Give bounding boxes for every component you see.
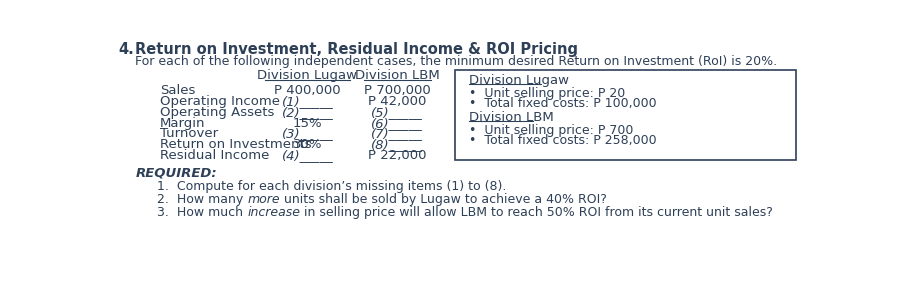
Text: •  Total fixed costs: P 100,000: • Total fixed costs: P 100,000 — [468, 98, 657, 110]
Text: P 400,000: P 400,000 — [274, 84, 341, 97]
Text: (3)_____: (3)_____ — [282, 128, 334, 140]
Text: 3.  How much: 3. How much — [157, 206, 247, 219]
Text: 15%: 15% — [292, 117, 322, 130]
Text: Operating Assets: Operating Assets — [161, 106, 274, 119]
Text: Margin: Margin — [161, 117, 205, 130]
Text: Division Lugaw: Division Lugaw — [468, 74, 569, 87]
Text: (1)_____: (1)_____ — [282, 95, 334, 108]
Text: P 42,000: P 42,000 — [368, 95, 426, 108]
Text: (2)_____: (2)_____ — [282, 106, 334, 119]
Text: Return on Investments: Return on Investments — [161, 138, 312, 151]
Text: 4.: 4. — [118, 42, 134, 57]
Text: Sales: Sales — [161, 84, 196, 97]
Text: more: more — [248, 193, 280, 206]
Text: increase: increase — [247, 206, 300, 219]
Text: 2.  How many: 2. How many — [157, 193, 248, 206]
Text: 30%: 30% — [292, 138, 322, 151]
Text: Return on Investment, Residual Income & ROI Pricing: Return on Investment, Residual Income & … — [135, 42, 579, 57]
Text: (4)_____: (4)_____ — [282, 149, 334, 162]
Text: P 700,000: P 700,000 — [364, 84, 431, 97]
Text: Residual Income: Residual Income — [161, 149, 270, 162]
Text: in selling price will allow LBM to reach 50% ROI from its current unit sales?: in selling price will allow LBM to reach… — [300, 206, 773, 219]
Text: (6)_____: (6)_____ — [371, 117, 423, 130]
Text: units shall be sold by Lugaw to achieve a 40% ROI?: units shall be sold by Lugaw to achieve … — [280, 193, 607, 206]
Text: Division LBM: Division LBM — [355, 69, 440, 82]
Text: (8)_____: (8)_____ — [371, 138, 423, 151]
FancyBboxPatch shape — [455, 70, 796, 160]
Text: REQUIRED:: REQUIRED: — [135, 167, 217, 180]
Text: •  Unit selling price: P 20: • Unit selling price: P 20 — [468, 87, 625, 100]
Text: Division LBM: Division LBM — [468, 111, 553, 124]
Text: (5)_____: (5)_____ — [371, 106, 423, 119]
Text: •  Total fixed costs: P 258,000: • Total fixed costs: P 258,000 — [468, 134, 657, 147]
Text: 1.  Compute for each division’s missing items (1) to (8).: 1. Compute for each division’s missing i… — [157, 180, 507, 193]
Text: Operating Income: Operating Income — [161, 95, 280, 108]
Text: Turnover: Turnover — [161, 128, 218, 140]
Text: •  Unit selling price: P 700: • Unit selling price: P 700 — [468, 124, 633, 137]
Text: Division Lugaw: Division Lugaw — [257, 69, 357, 82]
Text: (7)_____: (7)_____ — [371, 128, 423, 140]
Text: For each of the following independent cases, the minimum desired Return on Inves: For each of the following independent ca… — [135, 55, 778, 68]
Text: P 22,000: P 22,000 — [368, 149, 427, 162]
